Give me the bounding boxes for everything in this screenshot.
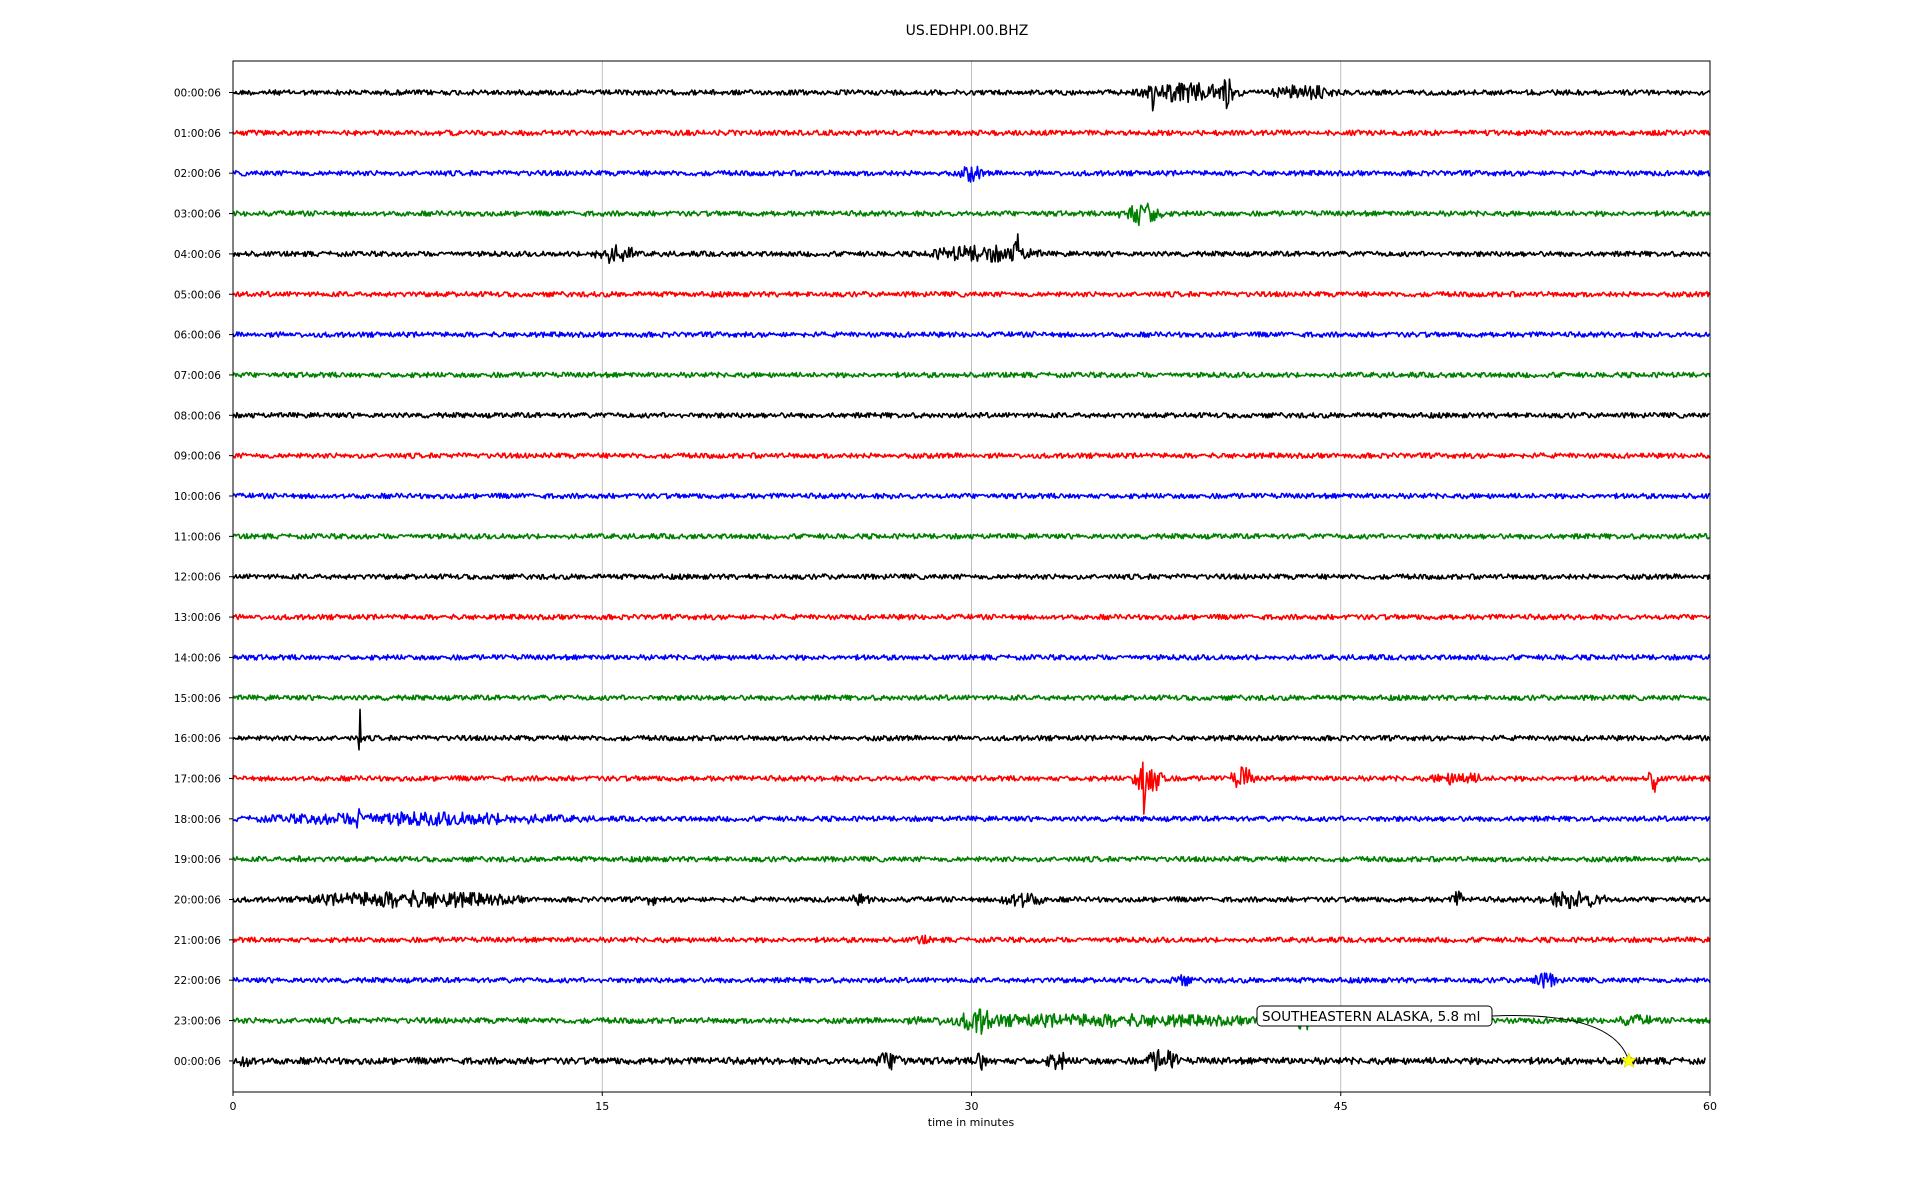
trace-line	[232, 694, 1711, 702]
row-time-labels: 00:00:06 01:00:06 02:00:06 03:00:06 04:00:06…	[174, 88, 233, 1068]
x-tick-label: 15	[595, 1100, 609, 1113]
x-axis-label: time in minutes	[928, 1116, 1015, 1129]
row-time-label: 01:00:06	[174, 128, 221, 140]
x-tick-label: 30	[965, 1100, 979, 1113]
row-time-label: 18:00:06	[174, 814, 221, 826]
trace-line	[232, 129, 1711, 137]
row-time-label: 04:00:06	[174, 249, 221, 261]
event-annotation: SOUTHEASTERN ALASKA, 5.8 ml	[1256, 1005, 1638, 1068]
trace-line	[232, 202, 1711, 227]
trace-line	[232, 452, 1711, 460]
row-time-label: 22:00:06	[174, 975, 221, 987]
trace-line	[232, 808, 1711, 829]
row-time-label: 12:00:06	[174, 572, 221, 584]
plot-frame	[232, 60, 1711, 1093]
trace-line	[232, 331, 1711, 338]
chart-title: US.EDHPI.00.BHZ	[906, 23, 1029, 39]
row-time-label: 17:00:06	[174, 773, 221, 785]
annotation-label: SOUTHEASTERN ALASKA, 5.8 ml	[1262, 1009, 1480, 1025]
trace-line	[232, 934, 1711, 945]
x-tick-label: 0	[230, 1100, 237, 1113]
trace-line	[232, 532, 1711, 540]
trace-line	[232, 761, 1711, 815]
trace-line	[232, 371, 1711, 379]
trace-line	[232, 654, 1711, 661]
trace-line	[232, 613, 1711, 621]
row-time-label: 19:00:06	[174, 854, 221, 866]
x-tick-label: 60	[1703, 1100, 1717, 1113]
x-axis-ticks: 0 15 30 45 60	[230, 1092, 1717, 1113]
row-time-label: 23:00:06	[174, 1016, 221, 1028]
row-time-label: 00:00:06	[174, 88, 221, 100]
trace-line	[232, 233, 1711, 265]
row-time-label: 16:00:06	[174, 733, 221, 745]
row-time-label: 00:00:06	[174, 1056, 221, 1068]
trace-line	[232, 1048, 1706, 1072]
x-tick-label: 45	[1334, 1100, 1348, 1113]
row-time-label: 20:00:06	[174, 895, 221, 907]
row-time-label: 14:00:06	[174, 652, 221, 664]
event-star-icon	[1620, 1052, 1638, 1068]
row-time-label: 13:00:06	[174, 612, 221, 624]
annotation-box	[1256, 1005, 1493, 1027]
row-time-label: 11:00:06	[174, 531, 221, 543]
trace-line	[232, 889, 1711, 910]
trace-line	[232, 573, 1711, 581]
trace-line	[232, 855, 1711, 863]
trace-line	[232, 411, 1711, 419]
row-time-label: 05:00:06	[174, 289, 221, 301]
row-time-label: 10:00:06	[174, 491, 221, 503]
trace-line	[232, 165, 1711, 183]
row-time-label: 15:00:06	[174, 693, 221, 705]
row-time-label: 09:00:06	[174, 451, 221, 463]
row-time-label: 06:00:06	[174, 330, 221, 342]
row-time-label: 21:00:06	[174, 935, 221, 947]
trace-group	[232, 78, 1711, 1072]
row-time-label: 02:00:06	[174, 168, 221, 180]
trace-line	[232, 708, 1711, 751]
trace-line	[232, 78, 1711, 112]
row-time-label: 03:00:06	[174, 209, 221, 221]
trace-line	[232, 492, 1711, 500]
row-time-label: 08:00:06	[174, 410, 221, 422]
row-time-label: 07:00:06	[174, 370, 221, 382]
trace-line	[232, 972, 1711, 989]
trace-line	[232, 290, 1711, 298]
annotation-connector	[1491, 1015, 1630, 1062]
